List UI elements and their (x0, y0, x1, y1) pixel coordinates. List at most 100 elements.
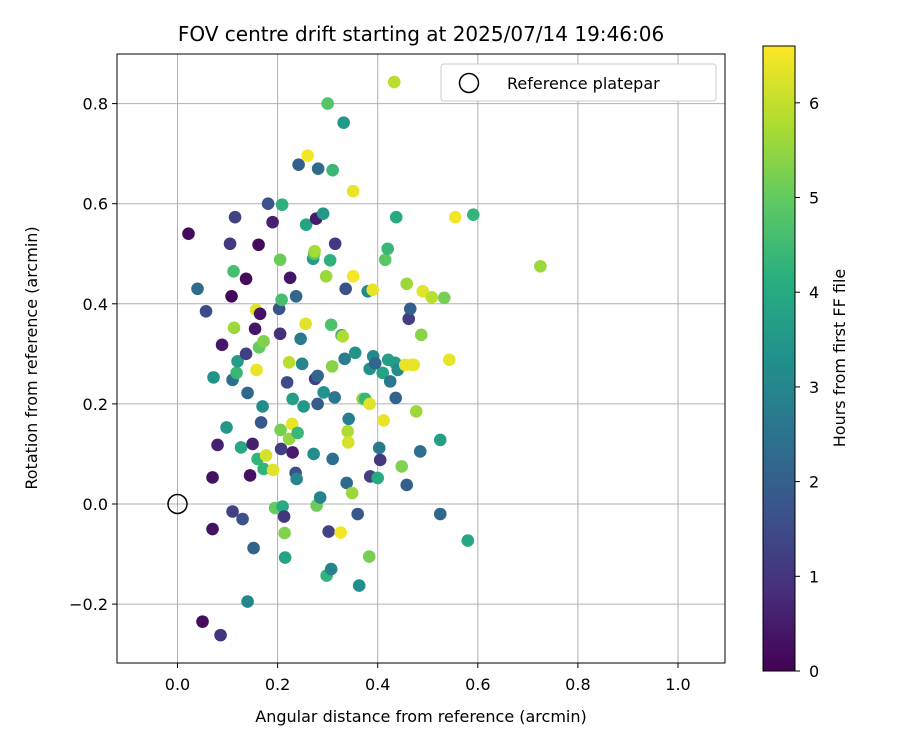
y-tick-label: 0.0 (83, 495, 108, 514)
scatter-point (234, 441, 248, 454)
scatter-point (409, 405, 423, 418)
scatter-point (336, 330, 349, 343)
scatter-point (328, 391, 341, 404)
scatter-point (196, 615, 209, 628)
scatter-point (247, 541, 260, 555)
scatter-point (363, 397, 376, 411)
scatter-point (285, 417, 299, 431)
scatter-point (254, 416, 268, 429)
scatter-point (325, 360, 339, 373)
scatter-point (226, 505, 239, 518)
colorbar-label: Hours from first FF file (830, 269, 849, 448)
scatter-point (273, 327, 287, 341)
scatter-point (326, 163, 339, 177)
scatter-point (283, 271, 297, 285)
scatter-point (246, 437, 259, 451)
scatter-point (433, 433, 447, 447)
scatter-point (313, 491, 327, 504)
scatter-point (407, 358, 421, 372)
scatter-point (316, 207, 330, 221)
scatter-point (326, 452, 339, 466)
scatter-point (368, 357, 382, 370)
x-tick-label: 0.2 (265, 675, 290, 694)
scatter-point (433, 507, 447, 521)
scatter-point (286, 446, 299, 459)
reference-marker-layer (167, 493, 188, 515)
scatter-point (182, 227, 195, 241)
scatter-point (381, 242, 395, 256)
scatter-point (317, 386, 330, 399)
scatter-point (376, 366, 390, 380)
scatter-point (230, 366, 243, 380)
scatter-point (275, 293, 288, 307)
scatter-point (282, 356, 296, 369)
scatter-point (311, 369, 324, 383)
scatter-point (225, 289, 238, 303)
scatter-point (199, 305, 213, 318)
colorbar-ticks: 0 1 2 3 4 5 6 (795, 94, 819, 681)
scatter-point (311, 162, 325, 175)
plot-frame (116, 53, 726, 664)
scatter-point (321, 97, 334, 110)
legend-box (440, 63, 717, 102)
y-axis-label: Rotation from reference (arcmin) (22, 226, 41, 489)
scatter-point (273, 253, 287, 267)
scatter-point (341, 425, 354, 438)
scatter-point (280, 376, 294, 389)
scatter-point (253, 307, 267, 321)
scatter-point (319, 269, 333, 283)
scatter-point (373, 453, 387, 467)
scatter-point (346, 269, 360, 283)
scatter-point (337, 116, 350, 129)
scatter-point (338, 352, 351, 366)
scatter-point (403, 302, 417, 316)
scatter-point (243, 469, 257, 482)
scatter-point (211, 438, 224, 452)
scatter-point (324, 562, 338, 576)
scatter-point (346, 184, 360, 198)
scatter-point (389, 210, 403, 224)
scatter-point (342, 412, 355, 426)
scatter-point (323, 253, 337, 267)
scatter-point (378, 253, 392, 267)
colorbar-tick-label: 3 (809, 378, 819, 397)
scatter-point (295, 357, 309, 371)
scatter-point (414, 328, 428, 342)
scatter-point (266, 215, 279, 229)
colorbar-tick-label: 6 (809, 94, 819, 113)
y-tick-label: 0.8 (83, 95, 108, 114)
scatter-point (290, 472, 303, 486)
scatter-point (324, 318, 338, 332)
scatter-point (252, 238, 265, 252)
scatter-point (223, 237, 237, 251)
scatter-point (340, 476, 353, 490)
scatter-point (352, 579, 366, 592)
x-tick-label: 0.4 (365, 675, 390, 694)
scatter-point (278, 551, 292, 564)
scatter-point (387, 75, 401, 89)
scatter-point (236, 512, 249, 526)
scatter-point (413, 445, 427, 458)
scatter-point (402, 312, 416, 326)
scatter-point (257, 335, 270, 348)
scatter-point (191, 282, 204, 296)
colorbar-tick-label: 4 (809, 283, 819, 302)
legend: Reference platepar (440, 63, 717, 102)
scatter-point (307, 447, 320, 461)
scatter-point (289, 289, 303, 303)
scatter-point (248, 322, 262, 336)
scatter-point (286, 392, 299, 406)
scatter-point (259, 449, 273, 462)
x-axis-label: Angular distance from reference (arcmin) (255, 707, 586, 726)
colorbar-tick-label: 5 (809, 189, 819, 208)
scatter-point (334, 526, 347, 539)
scatter-point (214, 628, 227, 642)
scatter-point (276, 500, 289, 513)
plot-area (117, 54, 725, 663)
scatter-point (277, 510, 291, 523)
scatter-point (395, 460, 409, 473)
y-tick-label: −0.2 (69, 595, 108, 614)
scatter-point (400, 277, 414, 291)
x-tick-label: 1.0 (665, 675, 690, 694)
